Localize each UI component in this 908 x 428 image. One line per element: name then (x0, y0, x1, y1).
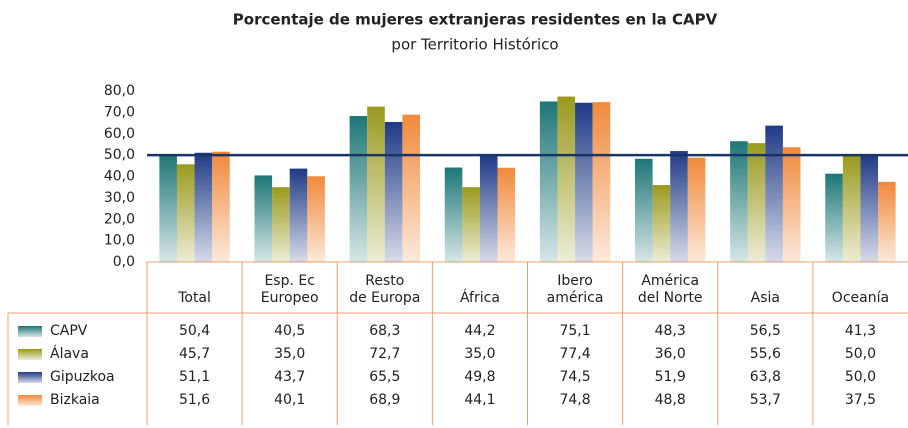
bar (765, 125, 783, 262)
bar (384, 121, 403, 263)
table-value: 53,7 (750, 392, 781, 408)
category-label: Total (178, 290, 211, 306)
bar (194, 152, 213, 262)
table-value: 51,1 (179, 369, 210, 385)
y-tick-label: 50,0 (104, 147, 135, 163)
table-value: 68,3 (369, 323, 400, 339)
table-value: 48,8 (655, 392, 686, 408)
category-label: África (459, 290, 500, 306)
table-value: 37,5 (845, 392, 876, 408)
table-value: 74,8 (559, 392, 590, 408)
table-value: 51,6 (179, 392, 210, 408)
bar (402, 114, 421, 262)
table-value: 50,0 (845, 346, 876, 362)
bar (592, 102, 611, 263)
table-value: 68,9 (369, 392, 400, 408)
legend-swatch (18, 326, 42, 337)
table-value: 72,7 (369, 346, 400, 362)
legend-label: Bizkaia (50, 392, 100, 408)
bar (349, 116, 368, 262)
bar (254, 175, 273, 262)
bar (652, 185, 671, 262)
bar (272, 187, 290, 262)
bar (557, 96, 576, 263)
table-value: 63,8 (750, 369, 781, 385)
y-tick-label: 20,0 (104, 211, 135, 227)
y-tick-label: 0,0 (113, 254, 135, 270)
y-tick-label: 30,0 (104, 190, 135, 206)
table-value: 48,3 (655, 323, 686, 339)
table-value: 74,5 (559, 369, 590, 385)
table-value: 50,4 (179, 323, 210, 339)
table-value: 40,5 (274, 323, 305, 339)
table-value: 75,1 (559, 323, 590, 339)
chart-subtitle: por Territorio Histórico (391, 36, 558, 54)
bar (176, 164, 195, 262)
table-value: 50,0 (845, 369, 876, 385)
y-tick-label: 80,0 (104, 83, 135, 99)
table-value: 77,4 (559, 346, 590, 362)
table-value: 44,1 (464, 392, 495, 408)
table-value: 49,8 (464, 369, 495, 385)
legend-label: Álava (50, 345, 89, 362)
legend-label: Gipuzkoa (50, 369, 115, 385)
bar (782, 147, 801, 262)
legend-swatch (18, 395, 42, 406)
y-tick-label: 10,0 (104, 233, 135, 249)
bar (860, 155, 879, 262)
category-label: Esp. Ec Europeo (260, 273, 319, 306)
table-value: 56,5 (750, 323, 781, 339)
bar (634, 158, 653, 262)
bar (212, 151, 230, 262)
bar (878, 181, 896, 262)
table-value: 55,6 (750, 346, 781, 362)
category-label: Asia (750, 290, 780, 306)
bar (159, 154, 177, 262)
table-value: 45,7 (179, 346, 210, 362)
bar (825, 173, 843, 262)
legend-label: CAPV (50, 323, 88, 339)
bar (575, 102, 593, 262)
bar (289, 168, 308, 262)
category-label: Resto de Europa (349, 273, 421, 306)
bar (497, 167, 516, 262)
bar (730, 141, 748, 262)
bar (444, 167, 463, 262)
y-tick-label: 70,0 (104, 104, 135, 120)
bar (462, 187, 480, 262)
bar (670, 151, 688, 262)
bar (367, 106, 385, 262)
table-value: 36,0 (655, 346, 686, 362)
table-value: 40,1 (274, 392, 305, 408)
table-value: 43,7 (274, 369, 305, 385)
bar (747, 143, 766, 262)
bar (479, 155, 498, 262)
table-value: 41,3 (845, 323, 876, 339)
legend-swatch (18, 349, 42, 360)
bar (842, 155, 861, 262)
table-value: 35,0 (464, 346, 495, 362)
legend-swatch (18, 372, 42, 383)
table-value: 35,0 (274, 346, 305, 362)
category-label: Oceanía (831, 290, 890, 306)
category-label: América del Norte (637, 273, 703, 306)
bar (539, 101, 558, 262)
chart-title: Porcentaje de mujeres extranjeras reside… (233, 11, 718, 29)
table-value: 44,2 (464, 323, 495, 339)
category-label: Ibero américa (546, 273, 604, 306)
y-tick-label: 60,0 (104, 126, 135, 142)
y-tick-label: 40,0 (104, 169, 135, 185)
table-value: 65,5 (369, 369, 400, 385)
table-value: 51,9 (655, 369, 686, 385)
bar (687, 157, 706, 262)
bar (307, 176, 325, 262)
